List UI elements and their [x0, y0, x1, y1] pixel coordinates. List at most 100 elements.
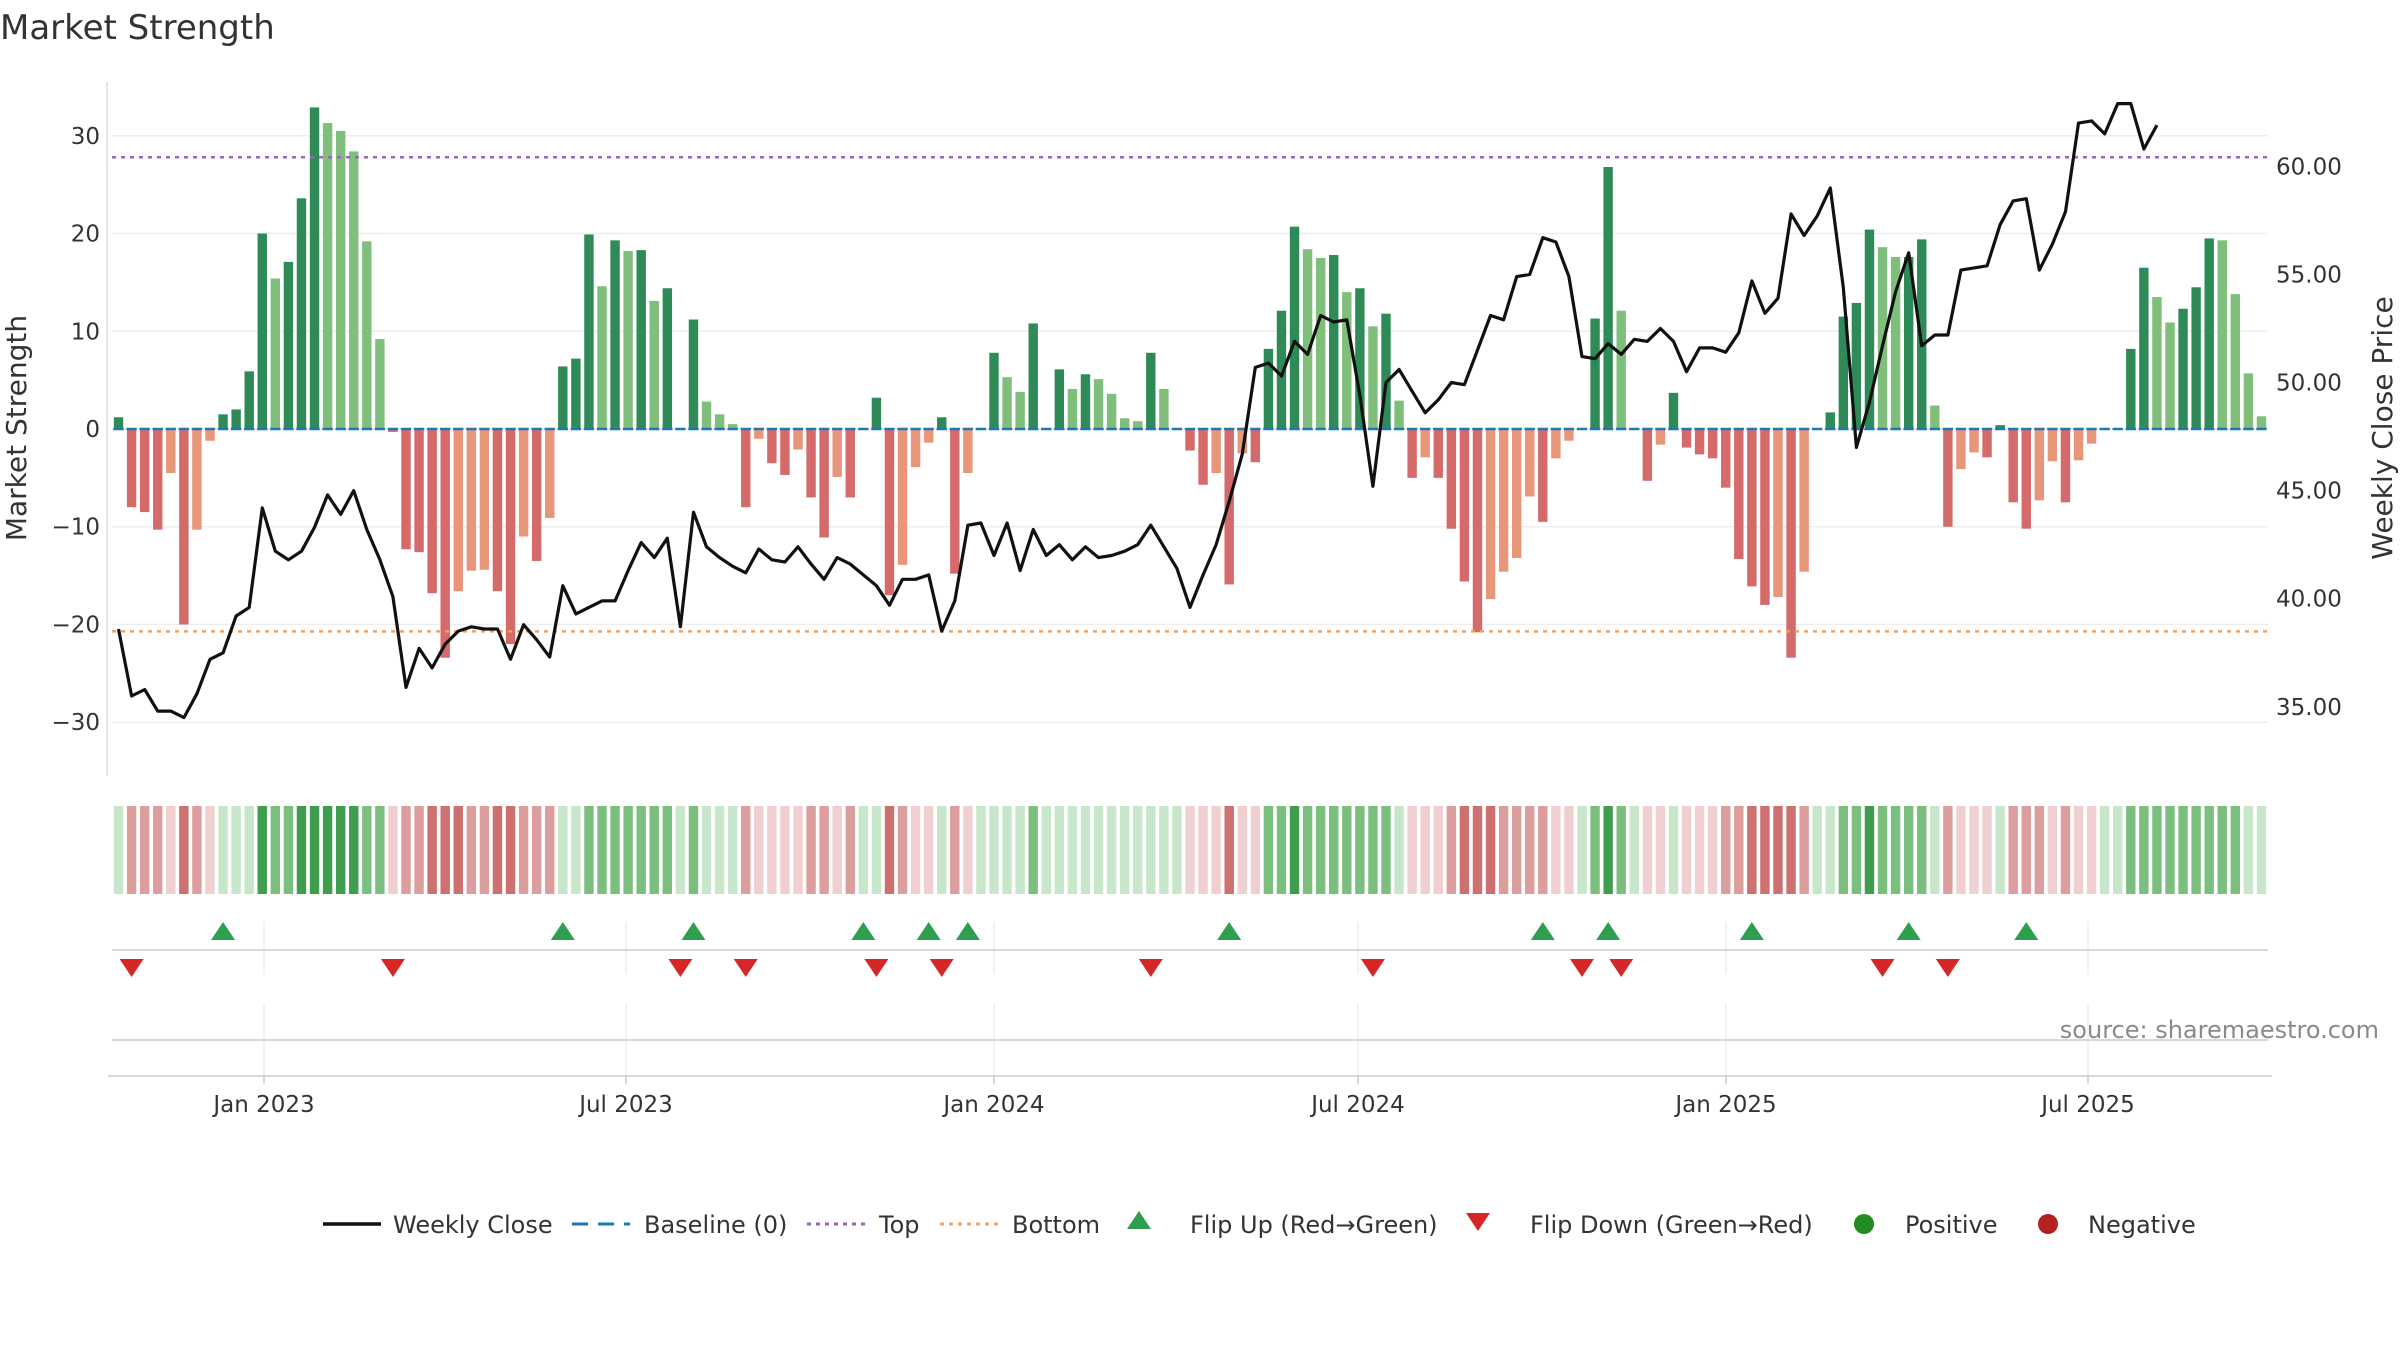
regime-cell	[649, 806, 659, 894]
strength-bar	[362, 241, 372, 429]
regime-cell	[1263, 806, 1274, 894]
strength-bar	[1551, 429, 1561, 459]
strength-bars	[113, 107, 2267, 658]
regime-cell	[545, 806, 555, 894]
regime-cell	[270, 806, 281, 894]
regime-cell	[636, 806, 646, 894]
strength-bar	[910, 429, 921, 468]
regime-cell	[675, 806, 686, 894]
strength-bar	[1956, 429, 1966, 470]
regime-cell	[1172, 806, 1182, 894]
strength-bar	[1864, 229, 1875, 429]
strength-bar	[309, 107, 320, 429]
strength-bar	[2021, 429, 2031, 529]
right-axis-ticks: 60.00 55.00 50.00 45.00 40.00 35.00	[2276, 154, 2342, 720]
regime-cell	[283, 806, 294, 894]
legend-positive: Positive	[1905, 1211, 1998, 1239]
strength-bar	[662, 288, 673, 429]
strength-bar	[2217, 240, 2227, 429]
regime-cell	[296, 806, 307, 894]
strength-bar	[2230, 294, 2241, 429]
regime-cell	[1159, 806, 1169, 894]
strength-bar	[531, 429, 542, 561]
regime-cell	[1433, 806, 1443, 894]
regime-cell	[806, 806, 816, 894]
right-tick-label: 55.00	[2276, 262, 2342, 288]
strength-bar	[1080, 374, 1091, 429]
strength-bar	[884, 429, 895, 596]
regime-cell	[1054, 806, 1065, 894]
left-tick-label: −30	[51, 710, 100, 736]
regime-cell	[531, 806, 542, 894]
strength-bar	[819, 429, 829, 538]
regime-cell	[492, 806, 503, 894]
left-tick-label: 0	[85, 417, 100, 443]
regime-cell	[1080, 806, 1091, 894]
strength-bar	[1603, 167, 1613, 430]
regime-cell	[518, 806, 529, 894]
strength-bar	[1485, 429, 1496, 600]
regime-cell	[466, 806, 477, 894]
flip-down-marker	[1138, 959, 1163, 977]
strength-bar	[2139, 267, 2149, 429]
regime-cell	[113, 806, 124, 894]
regime-cell	[1276, 806, 1287, 894]
regime-cell	[1237, 806, 1247, 894]
strength-bar	[688, 319, 699, 429]
regime-cell	[754, 806, 764, 894]
strength-bar	[1903, 256, 1914, 429]
legend-flip-up-triangle-icon	[1127, 1211, 1151, 1229]
regime-cell	[884, 806, 895, 894]
regime-cell	[322, 806, 333, 894]
x-axis-ticks: Jan 2023 Jul 2023 Jan 2024 Jul 2024 Jan 2025…	[211, 1076, 2135, 1118]
strength-bar	[244, 371, 254, 429]
regime-cell	[1211, 806, 1221, 894]
regime-cell	[819, 806, 829, 894]
strength-bar	[741, 429, 751, 508]
regime-cell	[558, 806, 568, 894]
flip-up-marker	[1896, 922, 1921, 940]
regime-cell	[1198, 806, 1208, 894]
regime-cell	[741, 806, 751, 894]
strength-bar	[1459, 429, 1470, 582]
strength-bar	[1982, 429, 1992, 458]
strength-bar	[388, 429, 398, 432]
strength-bar	[153, 429, 163, 530]
legend-bottom: Bottom	[1012, 1211, 1100, 1239]
regime-cell	[584, 806, 594, 894]
right-tick-label: 35.00	[2276, 695, 2342, 721]
regime-cell	[2243, 806, 2254, 894]
strength-bar	[623, 251, 633, 429]
strength-bar	[2034, 429, 2045, 501]
regime-cell	[179, 806, 189, 894]
strength-bar	[1799, 429, 1809, 572]
regime-cell	[231, 806, 241, 894]
strength-bar	[1263, 348, 1274, 429]
regime-cell	[440, 806, 450, 894]
regime-cell	[1812, 806, 1822, 894]
strength-bar	[571, 358, 581, 429]
regime-cell	[335, 806, 346, 894]
regime-cell	[257, 806, 267, 894]
regime-cell	[832, 806, 842, 894]
strength-bar	[1446, 429, 1457, 529]
regime-cell	[1616, 806, 1626, 894]
regime-cell	[727, 806, 738, 894]
regime-cell	[1511, 806, 1522, 894]
strength-bar	[1773, 429, 1783, 598]
strength-bar	[440, 429, 450, 658]
regime-cell	[453, 806, 463, 894]
regime-cell	[505, 806, 516, 894]
strength-bar	[1538, 429, 1548, 522]
regime-cell	[1407, 806, 1417, 894]
regime-cell	[1525, 806, 1535, 894]
strength-bar	[2204, 238, 2214, 429]
flip-down-marker	[380, 959, 405, 977]
regime-cell	[950, 806, 960, 894]
flip-down-marker	[1570, 959, 1594, 977]
strength-bar	[545, 429, 555, 518]
strength-bar	[296, 198, 307, 429]
regime-cell	[1799, 806, 1809, 894]
strength-bar	[1851, 302, 1862, 429]
regime-cell	[1969, 806, 1979, 894]
